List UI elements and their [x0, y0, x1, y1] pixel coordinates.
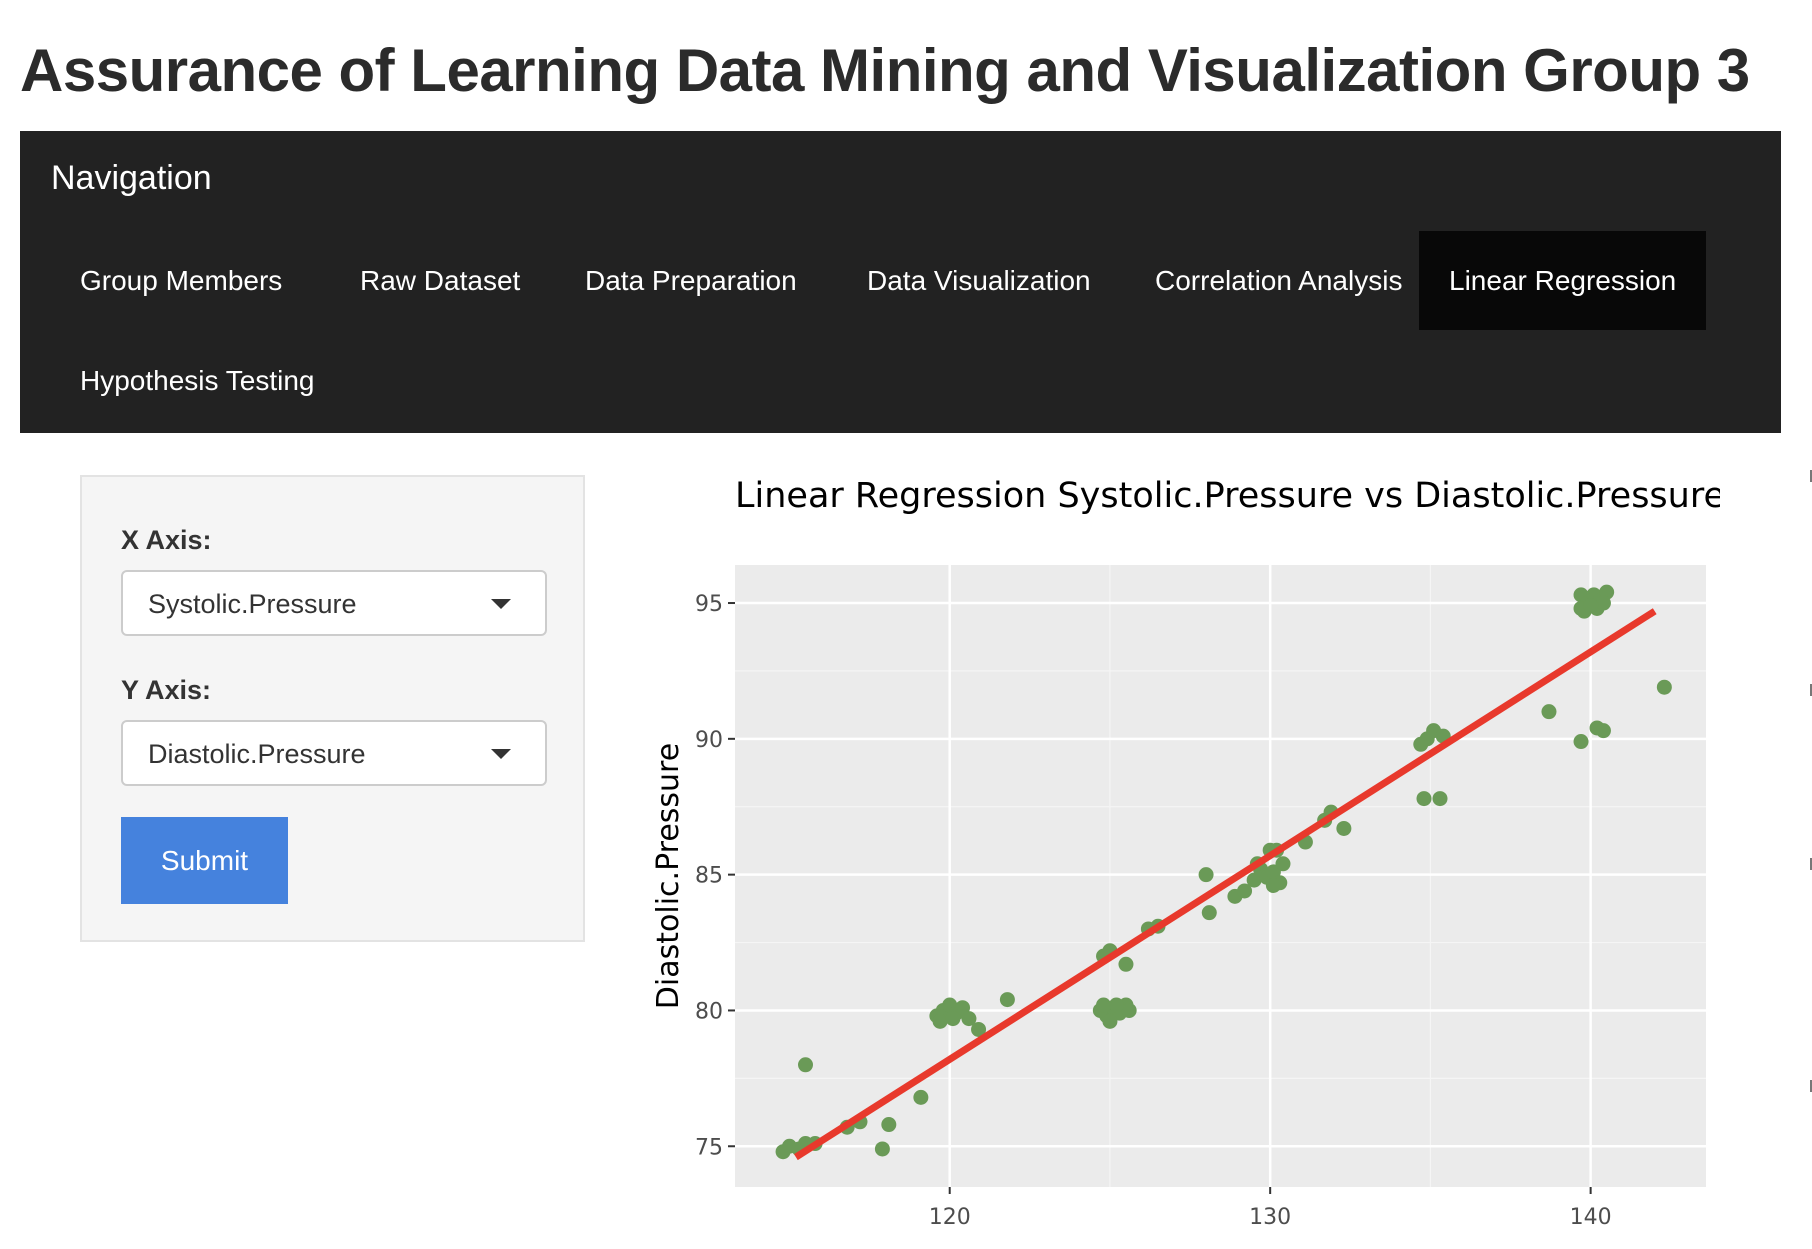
- data-point: [1201, 905, 1217, 921]
- data-point: [1118, 956, 1134, 972]
- data-point: [1583, 598, 1599, 614]
- data-point: [874, 1141, 890, 1157]
- data-point: [1198, 867, 1214, 883]
- data-point: [999, 992, 1015, 1008]
- data-point: [1121, 1002, 1137, 1018]
- data-point: [1573, 734, 1589, 750]
- data-point: [1656, 679, 1672, 695]
- tab-correlation-analysis[interactable]: Correlation Analysis: [1155, 265, 1403, 296]
- data-point: [881, 1117, 897, 1133]
- tab-raw-dataset[interactable]: Raw Dataset: [360, 265, 521, 296]
- regression-line: [794, 608, 1657, 1161]
- data-point: [1096, 997, 1112, 1013]
- app-title: Assurance of Learning Data Mining and Vi…: [20, 37, 1750, 104]
- submit-button[interactable]: Submit: [121, 817, 288, 904]
- y-axis-select[interactable]: Diastolic.Pressure: [121, 720, 547, 786]
- tab-data-visualization[interactable]: Data Visualization: [867, 265, 1091, 296]
- chart-title: Linear Regression Systolic.Pressure vs D…: [735, 476, 1725, 516]
- y-tick-label: 95: [695, 592, 723, 617]
- axes: 120 130 140 75 80 85 90 95: [695, 592, 1612, 1230]
- data-point: [1432, 791, 1448, 807]
- y-axis-selected-value: Diastolic.Pressure: [148, 739, 366, 769]
- regression-chart: Linear Regression Systolic.Pressure vs D…: [651, 476, 1725, 1230]
- x-axis-select[interactable]: Systolic.Pressure: [121, 570, 547, 636]
- tab-linear-regression[interactable]: Linear Regression: [1419, 231, 1707, 330]
- data-point: [1265, 878, 1281, 894]
- data-point: [1595, 723, 1611, 739]
- data-point: [945, 1011, 961, 1027]
- data-point: [1541, 704, 1557, 720]
- data-point: [961, 1011, 977, 1027]
- data-point: [913, 1089, 929, 1105]
- sidebar-panel: X Axis: Systolic.Pressure Y Axis: Diasto…: [80, 475, 585, 942]
- data-point: [1102, 1013, 1118, 1029]
- tab-hypothesis-testing[interactable]: Hypothesis Testing: [80, 365, 315, 396]
- data-point: [1246, 872, 1262, 888]
- scrollbar-mark: [1810, 470, 1812, 482]
- tab-data-preparation[interactable]: Data Preparation: [585, 265, 797, 296]
- x-tick-label: 120: [929, 1205, 971, 1230]
- x-axis-selected-value: Systolic.Pressure: [148, 589, 357, 619]
- y-axis-title: Diastolic.Pressure: [651, 743, 686, 1009]
- grid-lines: [735, 565, 1706, 1187]
- data-point: [932, 1013, 948, 1029]
- scrollbar-mark: [1810, 858, 1812, 870]
- scrollbar-mark: [1810, 1080, 1812, 1092]
- caret-down-icon: [491, 599, 511, 609]
- y-tick-label: 85: [695, 864, 723, 889]
- data-point: [1108, 997, 1124, 1013]
- y-tick-label: 75: [695, 1135, 723, 1160]
- data-point: [955, 1000, 971, 1016]
- tab-group-members[interactable]: Group Members: [80, 265, 283, 296]
- y-tick-label: 80: [695, 999, 723, 1024]
- navbar: Navigation Group Members Raw Dataset Dat…: [20, 131, 1781, 433]
- y-axis-label: Y Axis:: [121, 675, 212, 705]
- scrollbar-mark: [1810, 684, 1812, 696]
- x-tick-label: 130: [1249, 1205, 1291, 1230]
- data-point: [1416, 791, 1432, 807]
- plot-area: Linear Regression Systolic.Pressure vs D…: [640, 470, 1800, 1244]
- data-point: [971, 1021, 987, 1037]
- data-point: [798, 1057, 814, 1073]
- navbar-brand: Navigation: [51, 159, 212, 197]
- data-point: [1336, 820, 1352, 836]
- x-tick-label: 140: [1570, 1205, 1612, 1230]
- data-point: [1237, 883, 1253, 899]
- plot-panel: [735, 565, 1706, 1187]
- y-tick-label: 90: [695, 728, 723, 753]
- x-axis-label: X Axis:: [121, 525, 212, 555]
- caret-down-icon: [491, 749, 511, 759]
- data-point: [1275, 856, 1291, 872]
- data-point: [1595, 595, 1611, 611]
